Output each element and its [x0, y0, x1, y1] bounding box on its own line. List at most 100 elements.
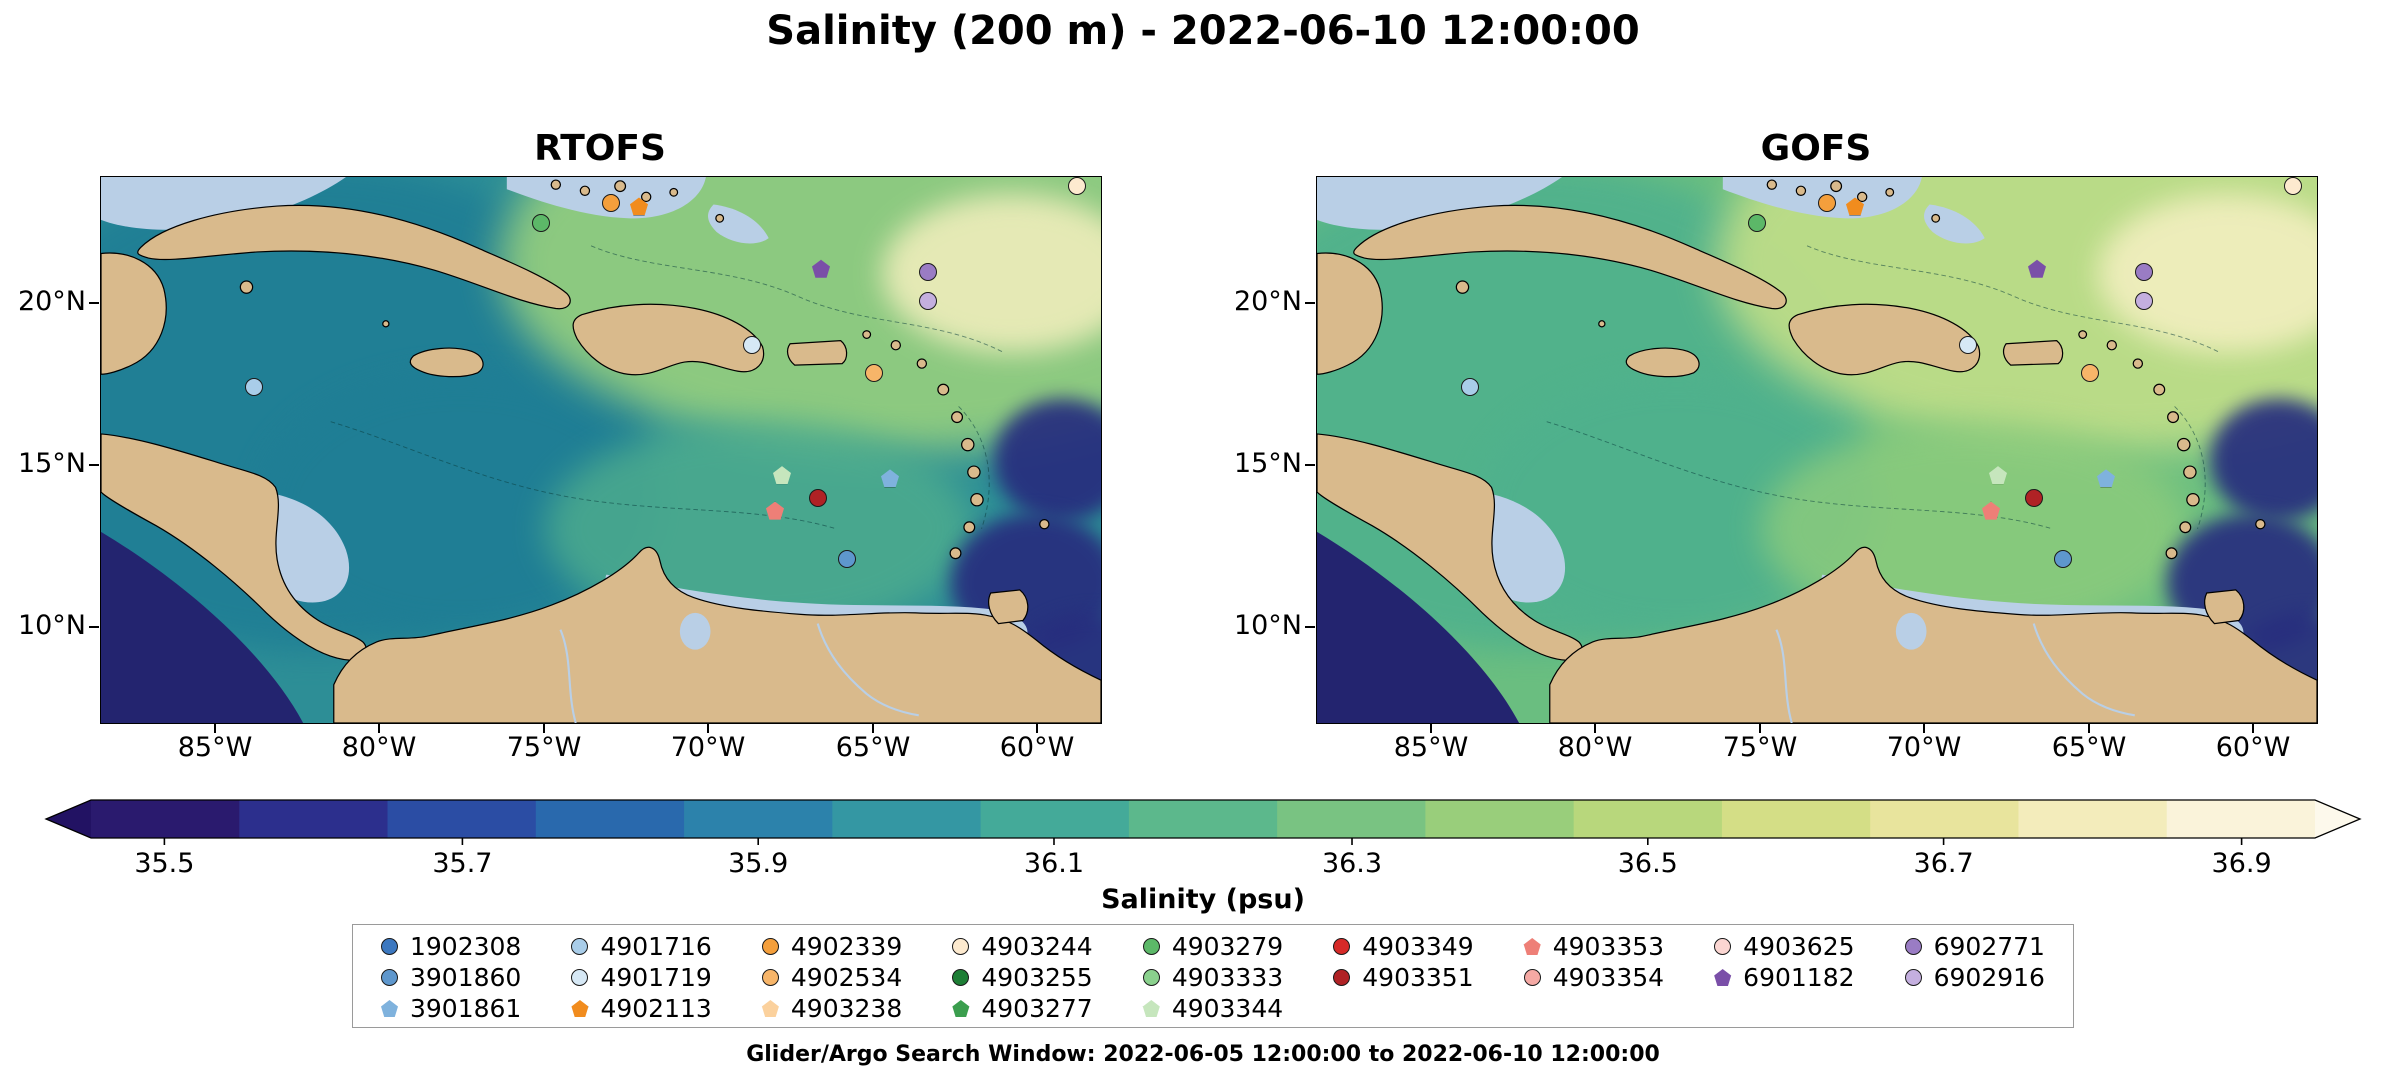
float-marker-icon: [1142, 938, 1160, 955]
legend-column: 6902771 6902916: [1904, 932, 2045, 1019]
float-marker-icon: [571, 938, 589, 955]
colorbar-tick-label: 36.7: [1913, 848, 1974, 879]
colorbar-segment: [1721, 800, 1871, 838]
colorbar-tick-label: 36.1: [1023, 848, 1085, 879]
float-marker-icon: [952, 969, 970, 986]
float-id-label: 3901861: [410, 994, 522, 1023]
lon-tick-label: 75°W: [506, 732, 582, 763]
shallow-bank-gulf: [1317, 177, 1563, 230]
colorbar-segment: [1128, 800, 1278, 838]
island-antilles: [967, 465, 981, 479]
float-id-label: 3901860: [410, 963, 522, 992]
float-marker-icon: [761, 1000, 779, 1017]
legend-column: 4903279 4903333 4903344: [1142, 932, 1283, 1023]
land-puerto-rico: [786, 340, 848, 366]
legend-item-4903244: 4903244: [952, 932, 1093, 961]
island-grenada: [2165, 547, 2178, 560]
panel-rtofs: RTOFS: [18, 128, 1102, 778]
lon-tick-mark: [2252, 724, 2254, 733]
land-isla-juventud: [239, 280, 254, 294]
lon-tick-label: 75°W: [1722, 732, 1798, 763]
lon-tick-label: 80°W: [1557, 732, 1633, 763]
colorbar-segment: [1425, 800, 1575, 838]
float-marker-icon: [571, 1000, 589, 1017]
lat-tick-mark: [1305, 301, 1315, 304]
lon-tick-mark: [2088, 724, 2090, 733]
legend-item-6902771: 6902771: [1904, 932, 2045, 961]
island-antilles: [916, 358, 928, 369]
colorbar-tick-labels: 35.5 35.7 35.9 36.1 36.3 36.5 36.7 36.9: [0, 848, 2406, 880]
island-grenada: [949, 547, 962, 560]
island-antilles: [2177, 437, 2191, 452]
float-marker-icon: [1523, 969, 1541, 986]
lat-tick-label: 15°N: [1233, 447, 1302, 479]
float-id-label: 4903351: [1362, 963, 1474, 992]
legend-item-4903353: 4903353: [1523, 932, 1664, 961]
island-bahamas: [1766, 179, 1778, 190]
float-marker-icon: [381, 1000, 398, 1017]
lon-tick-mark: [1759, 724, 1761, 733]
float-id-label: 4902534: [790, 963, 903, 992]
colorbar-segment: [1870, 800, 2020, 838]
float-id-label: 4901719: [600, 963, 712, 992]
float-marker-icon: [1523, 938, 1541, 955]
colorbar-segment: [980, 800, 1130, 838]
legend-column: 4903349 4903351: [1333, 932, 1474, 1019]
island-barbados: [1039, 518, 1050, 530]
island-bahamas: [614, 180, 627, 193]
legend-item-1902308: 1902308: [381, 932, 521, 961]
island-antilles: [2153, 383, 2166, 396]
lon-tick-mark: [1036, 724, 1038, 733]
colorbar-extend-right: [2315, 800, 2360, 838]
island-antilles: [2183, 465, 2197, 479]
legend-item-4903277: 4903277: [952, 994, 1093, 1023]
lon-tick-label: 65°W: [2051, 732, 2127, 763]
colorbar-segment: [2166, 800, 2316, 838]
lon-tick-mark: [872, 724, 874, 733]
search-window-caption: Glider/Argo Search Window: 2022-06-05 12…: [746, 1042, 1660, 1067]
lon-tick-label: 85°W: [1393, 732, 1469, 763]
island-antilles: [2186, 492, 2200, 507]
legend-item-4903333: 4903333: [1142, 963, 1283, 992]
lon-tick-mark: [1430, 724, 1432, 733]
island-bahamas: [1830, 180, 1843, 193]
salinity-low-basin-blob: [1477, 375, 1876, 636]
lat-tick-mark: [89, 463, 99, 466]
float-id-label: 6902916: [1933, 963, 2045, 992]
legend-item-4902534: 4902534: [761, 963, 903, 992]
island-bahamas: [1795, 185, 1807, 196]
legend-item-6901182: 6901182: [1714, 963, 1855, 992]
land-cuba: [1353, 204, 1787, 310]
lon-tick-mark: [1594, 724, 1596, 733]
isohaline-contour: [2174, 406, 2206, 529]
map-rtofs: [100, 176, 1102, 724]
island-bahamas: [579, 185, 591, 196]
float-id-label: 4903344: [1171, 994, 1284, 1023]
float-marker-icon: [571, 969, 589, 986]
lat-tick-mark: [1305, 463, 1315, 466]
colorbar-tick-label: 35.5: [134, 848, 195, 879]
float-id-label: 4902113: [600, 994, 712, 1023]
float-id-label: 4903349: [1362, 932, 1474, 961]
fresh-eddy-1: [2209, 398, 2317, 522]
island-bahamas: [1885, 187, 1895, 197]
island-antilles: [2167, 411, 2180, 424]
island-turks: [715, 213, 725, 223]
colorbar-segment: [1573, 800, 1723, 838]
lake-maracaibo: [679, 612, 711, 650]
lon-tick-label: 80°W: [341, 732, 417, 763]
float-id-label: 4903255: [981, 963, 1093, 992]
land-central-america: [101, 433, 367, 661]
float-id-label: 4902339: [790, 932, 903, 961]
land-jamaica: [1625, 347, 1700, 378]
colorbar-segment: [684, 800, 834, 838]
island-antilles: [937, 383, 950, 396]
lon-tick-label: 70°W: [670, 732, 746, 763]
island-antilles: [951, 411, 964, 424]
river: [816, 623, 919, 717]
land-yucatan: [1317, 252, 1383, 375]
lat-tick-mark: [89, 625, 99, 628]
land-jamaica: [409, 347, 484, 378]
island-bahamas: [669, 187, 679, 197]
island-bahamas: [1856, 191, 1868, 203]
